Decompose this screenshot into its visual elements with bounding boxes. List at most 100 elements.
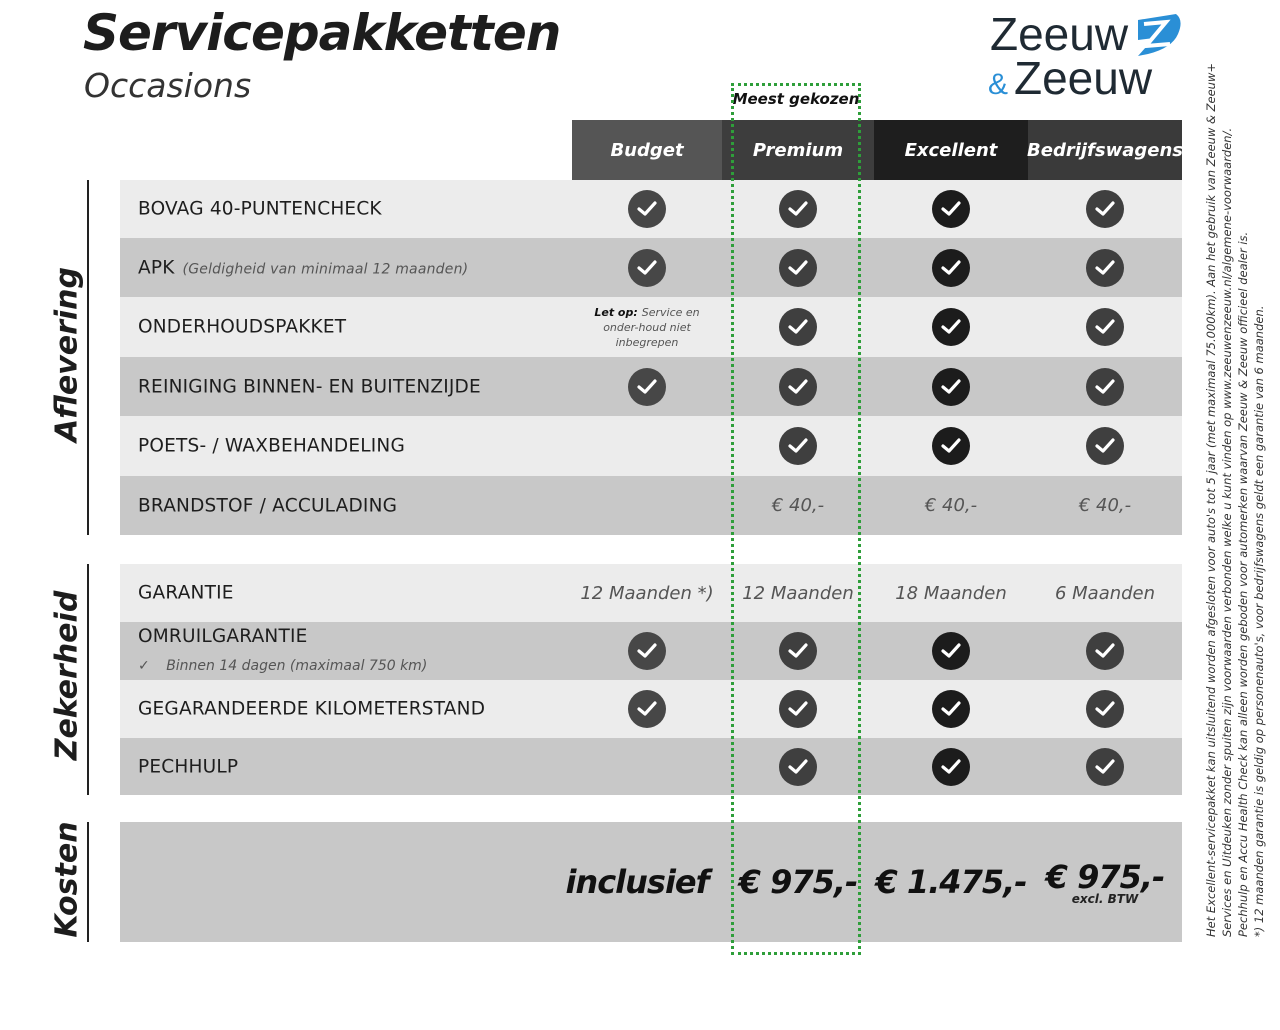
cell-bedrijfswagens (1028, 180, 1182, 238)
check-circle-icon (1086, 190, 1124, 228)
section-label-aflevering: Aflevering (49, 267, 85, 442)
row-sublabel: (Geldigheid van minimaal 12 maanden) (182, 261, 469, 277)
check-circle-icon (932, 190, 970, 228)
section-divider-line (87, 822, 89, 942)
legal-line: *) 12 maanden garantie is geldig op pers… (1252, 305, 1266, 937)
section-label-kosten: Kosten (49, 821, 85, 938)
table-row: GARANTIE 12 Maanden *) 12 Maanden 18 Maande… (120, 564, 1182, 622)
row-label: REINIGING BINNEN- EN BUITENZIJDE (138, 376, 481, 397)
row-label-text: POETS- / WAXBEHANDELING (138, 435, 405, 457)
cell-premium (722, 238, 874, 297)
cell-bedrijfswagens (1028, 416, 1182, 476)
cell-value: 12 Maanden (742, 582, 854, 604)
cell-excellent (874, 416, 1028, 476)
legal-footnotes: Het Excellent-servicepakket kan uitsluit… (1203, 63, 1267, 937)
check-circle-icon (779, 190, 817, 228)
check-circle-icon (1086, 248, 1124, 287)
price-budget: inclusief (552, 822, 722, 942)
check-circle-icon (628, 690, 666, 728)
page-subtitle: Occasions (84, 66, 252, 105)
cell-premium (722, 416, 874, 476)
cell-premium (722, 680, 874, 738)
price-value: € 1.475,- (875, 863, 1027, 901)
cell-excellent (874, 738, 1028, 795)
check-circle-icon (628, 367, 666, 406)
cell-excellent (874, 180, 1028, 238)
check-circle-icon (932, 308, 970, 346)
row-label-text: GARANTIE (138, 582, 234, 604)
cell-value: € 40,- (924, 495, 978, 516)
price-value: inclusief (565, 863, 709, 901)
price-bedrijfswagens: € 975,- excl. BTW (1028, 822, 1182, 942)
checkmark-icon: ✓ (138, 658, 155, 674)
price-note: excl. BTW (1071, 892, 1139, 906)
cost-row: inclusief € 975,- € 1.475,- € 975,- excl. BT… (120, 822, 1182, 942)
cell-budget (572, 416, 722, 476)
check-circle-icon (932, 690, 970, 728)
cell-excellent (874, 297, 1028, 357)
row-label: BRANDSTOF / ACCULADING (138, 495, 397, 516)
cell-value: € 40,- (771, 495, 825, 516)
table-row: GEGARANDEERDE KILOMETERSTAND (120, 680, 1182, 738)
check-circle-icon (1086, 632, 1124, 670)
cell-budget (572, 622, 722, 680)
price-excellent: € 1.475,- (874, 822, 1028, 942)
note-text: Service en onder-houd niet inbegrepen (603, 305, 700, 349)
budget-note: Let op: Service en onder-houd niet inbegr… (582, 305, 712, 350)
check-circle-icon (1086, 308, 1124, 346)
price-premium: € 975,- (722, 822, 874, 942)
check-circle-icon (1086, 367, 1124, 406)
price-value: € 975,- (1045, 858, 1166, 896)
column-header-excellent: Excellent (874, 120, 1028, 180)
check-circle-icon (628, 190, 666, 228)
check-circle-icon (628, 632, 666, 670)
row-label: GEGARANDEERDE KILOMETERSTAND (138, 699, 485, 720)
column-header-premium: Premium (722, 120, 874, 180)
check-circle-icon (1086, 690, 1124, 728)
legal-line: Services en Uitdeuken zonder spuiten zij… (1220, 127, 1234, 937)
cell-budget (572, 180, 722, 238)
svg-text:&: & (988, 68, 1008, 100)
check-circle-icon (1086, 747, 1124, 786)
cell-budget: 12 Maanden *) (572, 564, 722, 622)
cell-bedrijfswagens (1028, 738, 1182, 795)
table-row: BOVAG 40-PUNTENCHECK (120, 180, 1182, 238)
check-circle-icon (628, 248, 666, 287)
check-circle-icon (932, 248, 970, 287)
row-label-text: BOVAG 40-PUNTENCHECK (138, 198, 382, 220)
svg-text:Zeeuw: Zeeuw (1014, 52, 1153, 100)
row-label: POETS- / WAXBEHANDELING (138, 436, 405, 457)
cell-bedrijfswagens: € 40,- (1028, 476, 1182, 535)
column-header-budget: Budget (572, 120, 722, 180)
check-circle-icon (932, 427, 970, 465)
cell-excellent (874, 357, 1028, 416)
price-value: € 975,- (738, 863, 859, 901)
row-sublabel: ✓ Binnen 14 dagen (maximaal 750 km) (138, 658, 427, 674)
row-label-text: PECHHULP (138, 756, 239, 777)
cell-excellent (874, 238, 1028, 297)
zeeuw-zeeuw-logo: Zeeuw & Zeeuw (988, 8, 1181, 100)
row-label: APK (Geldigheid van minimaal 12 maanden) (138, 257, 468, 278)
cell-premium (722, 622, 874, 680)
cell-bedrijfswagens: 6 Maanden (1028, 564, 1182, 622)
cell-excellent: 18 Maanden (874, 564, 1028, 622)
table-row: BRANDSTOF / ACCULADING € 40,- € 40,- € 40,- (120, 476, 1182, 535)
check-circle-icon (779, 747, 817, 786)
table-row: PECHHULP (120, 738, 1182, 795)
check-circle-icon (779, 248, 817, 287)
svg-text:Zeeuw: Zeeuw (990, 8, 1129, 60)
table-row: APK (Geldigheid van minimaal 12 maanden) (120, 238, 1182, 297)
row-label-text: BRANDSTOF / ACCULADING (138, 495, 398, 516)
cell-budget (572, 680, 722, 738)
cell-value: 18 Maanden (895, 582, 1007, 604)
row-label: BOVAG 40-PUNTENCHECK (138, 199, 382, 220)
cell-premium (722, 180, 874, 238)
legal-line: Pechhulp en Accu Health Check kan alleen… (1236, 231, 1250, 937)
cell-premium (722, 297, 874, 357)
row-sublabel-text: Binnen 14 dagen (maximaal 750 km) (166, 658, 428, 674)
cell-budget (572, 238, 722, 297)
row-label: OMRUILGARANTIE (138, 626, 308, 647)
row-label-text: OMRUILGARANTIE (138, 626, 308, 647)
cell-bedrijfswagens (1028, 238, 1182, 297)
page-title: Servicepakketten (83, 4, 561, 62)
